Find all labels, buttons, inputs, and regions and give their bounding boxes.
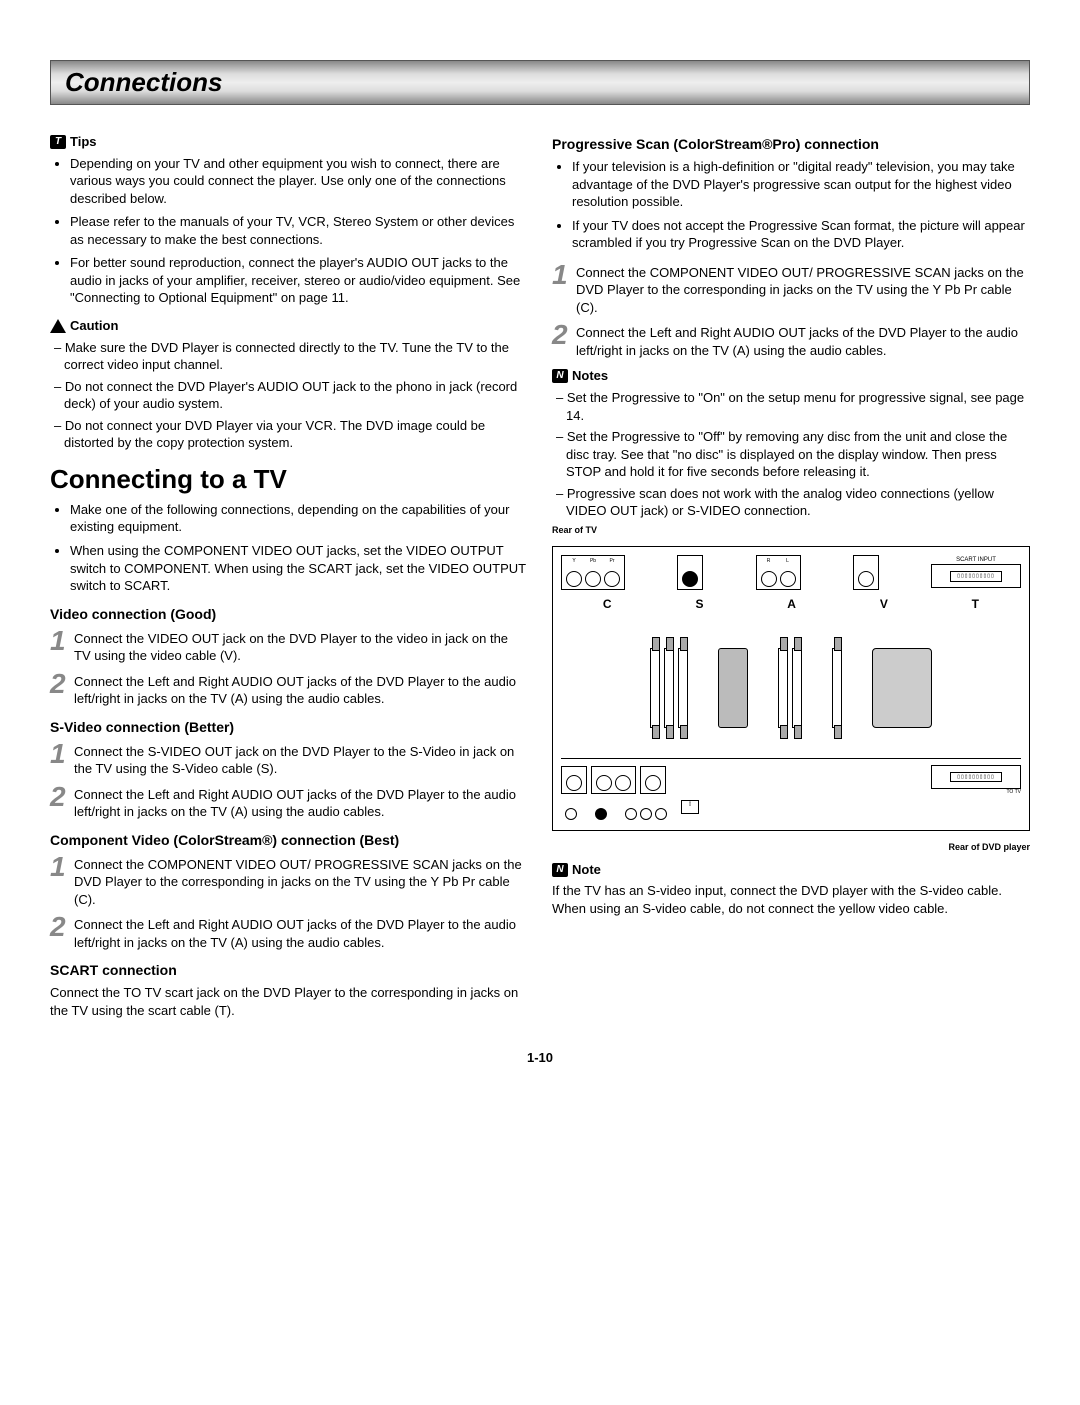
step-text: Connect the COMPONENT VIDEO OUT/ PROGRES… [576,262,1030,317]
connection-diagram: Y Pb Pr R L SCART INPUT ▯▯▯▯▯▯▯▯▯▯ [552,546,1030,831]
video-out-group [640,766,666,794]
cable-labels-row: C S A V T [561,596,1021,612]
component-heading: Component Video (ColorStream®) connectio… [50,831,528,850]
left-column: T Tips Depending on your TV and other eq… [50,125,528,1019]
cable-area [561,618,1021,758]
step-1: 1 Connect the S-VIDEO OUT jack on the DV… [50,741,528,778]
note2-text: If the TV has an S-video input, connect … [552,882,1030,917]
step-number-icon: 2 [50,671,68,708]
intro-list: Make one of the following connections, d… [50,501,528,595]
digital-out-group [561,766,587,794]
two-column-layout: T Tips Depending on your TV and other eq… [50,125,1030,1019]
progressive-list: If your television is a high-definition … [552,158,1030,252]
prog-item: If your television is a high-definition … [572,158,1030,211]
audio-input-group: R L [756,555,801,590]
step-2: 2 Connect the Left and Right AUDIO OUT j… [50,671,528,708]
step-text: Connect the Left and Right AUDIO OUT jac… [74,671,528,708]
scart-heading: SCART connection [50,961,528,980]
component-cable [650,648,688,728]
rear-dvd-label: Rear of DVD player [552,841,1030,853]
scart-text: Connect the TO TV scart jack on the DVD … [50,984,528,1019]
component-out [621,800,671,822]
step-number-icon: 2 [50,914,68,951]
step-1: 1 Connect the VIDEO OUT jack on the DVD … [50,628,528,665]
right-column: Progressive Scan (ColorStream®Pro) conne… [552,125,1030,1019]
step-number-icon: 2 [50,784,68,821]
dvd-bottom-labels: ▯ [561,800,1021,822]
step-text: Connect the S-VIDEO OUT jack on the DVD … [74,741,528,778]
rear-tv-label: Rear of TV [552,524,1030,536]
intro-item: Make one of the following connections, d… [70,501,528,536]
step-2: 2 Connect the Left and Right AUDIO OUT j… [50,914,528,951]
tip-item: Please refer to the manuals of your TV, … [70,213,528,248]
caution-item: – Do not connect your DVD Player via you… [50,417,528,452]
caution-item: – Do not connect the DVD Player's AUDIO … [50,378,528,413]
banner-title: Connections [51,61,1029,104]
svideo-out [591,800,611,822]
svideo-heading: S-Video connection (Better) [50,718,528,737]
step-number-icon: 1 [552,262,570,317]
note-item: – Set the Progressive to "On" on the set… [552,389,1030,424]
step-2: 2 Connect the Left and Right AUDIO OUT j… [552,322,1030,359]
svideo-cable [718,648,748,728]
caution-list: – Make sure the DVD Player is connected … [50,339,528,452]
label-v: V [880,596,888,612]
note2-label: Note [572,861,601,879]
progressive-heading: Progressive Scan (ColorStream®Pro) conne… [552,135,1030,154]
tv-rear-panel: Y Pb Pr R L SCART INPUT ▯▯▯▯▯▯▯▯▯▯ [561,555,1021,590]
tip-item: Depending on your TV and other equipment… [70,155,528,208]
step-number-icon: 2 [552,322,570,359]
component-input-group: Y Pb Pr [561,555,625,590]
label-s: S [695,596,703,612]
audio-out-group [591,766,636,794]
video-input-group [853,555,879,590]
notes-heading: N Notes [552,367,1030,385]
video-cable [832,648,842,728]
note-icon: N [552,863,568,877]
audio-cable [778,648,802,728]
step-text: Connect the VIDEO OUT jack on the DVD Pl… [74,628,528,665]
page-number: 1-10 [50,1049,1030,1067]
tips-list: Depending on your TV and other equipment… [50,155,528,307]
caution-item: – Make sure the DVD Player is connected … [50,339,528,374]
tips-heading: T Tips [50,133,528,151]
step-text: Connect the COMPONENT VIDEO OUT/ PROGRES… [74,854,528,909]
notes-list: – Set the Progressive to "On" on the set… [552,389,1030,520]
scart-cable [872,648,932,728]
step-number-icon: 1 [50,741,68,778]
step-1: 1 Connect the COMPONENT VIDEO OUT/ PROGR… [50,854,528,909]
note-item: – Set the Progressive to "Off" by removi… [552,428,1030,481]
notes-icon: N [552,369,568,383]
scart-input-group: SCART INPUT ▯▯▯▯▯▯▯▯▯▯ [931,556,1021,588]
caution-heading: Caution [50,317,528,335]
label-t: T [972,596,979,612]
tip-item: For better sound reproduction, connect t… [70,254,528,307]
tips-icon: T [50,135,66,149]
optical-out [561,800,581,822]
step-text: Connect the Left and Right AUDIO OUT jac… [74,914,528,951]
prog-item: If your TV does not accept the Progressi… [572,217,1030,252]
svideo-input-group [677,555,703,590]
note2-heading: N Note [552,861,1030,879]
note-item: – Progressive scan does not work with th… [552,485,1030,520]
step-2: 2 Connect the Left and Right AUDIO OUT j… [50,784,528,821]
connecting-tv-heading: Connecting to a TV [50,462,528,497]
step-text: Connect the Left and Right AUDIO OUT jac… [74,784,528,821]
caution-label: Caution [70,317,118,335]
section-banner: Connections [50,60,1030,105]
label-c: C [603,596,612,612]
video-output-switch: ▯ [681,800,699,814]
step-number-icon: 1 [50,854,68,909]
dvd-rear-panel: ▯▯▯▯▯▯▯▯▯▯ TO TV [561,758,1021,796]
intro-item: When using the COMPONENT VIDEO OUT jacks… [70,542,528,595]
tips-label: Tips [70,133,97,151]
step-1: 1 Connect the COMPONENT VIDEO OUT/ PROGR… [552,262,1030,317]
video-good-heading: Video connection (Good) [50,605,528,624]
caution-icon [50,319,66,333]
label-a: A [787,596,796,612]
notes-label: Notes [572,367,608,385]
scart-out-group: ▯▯▯▯▯▯▯▯▯▯ TO TV [931,765,1021,796]
step-number-icon: 1 [50,628,68,665]
step-text: Connect the Left and Right AUDIO OUT jac… [576,322,1030,359]
